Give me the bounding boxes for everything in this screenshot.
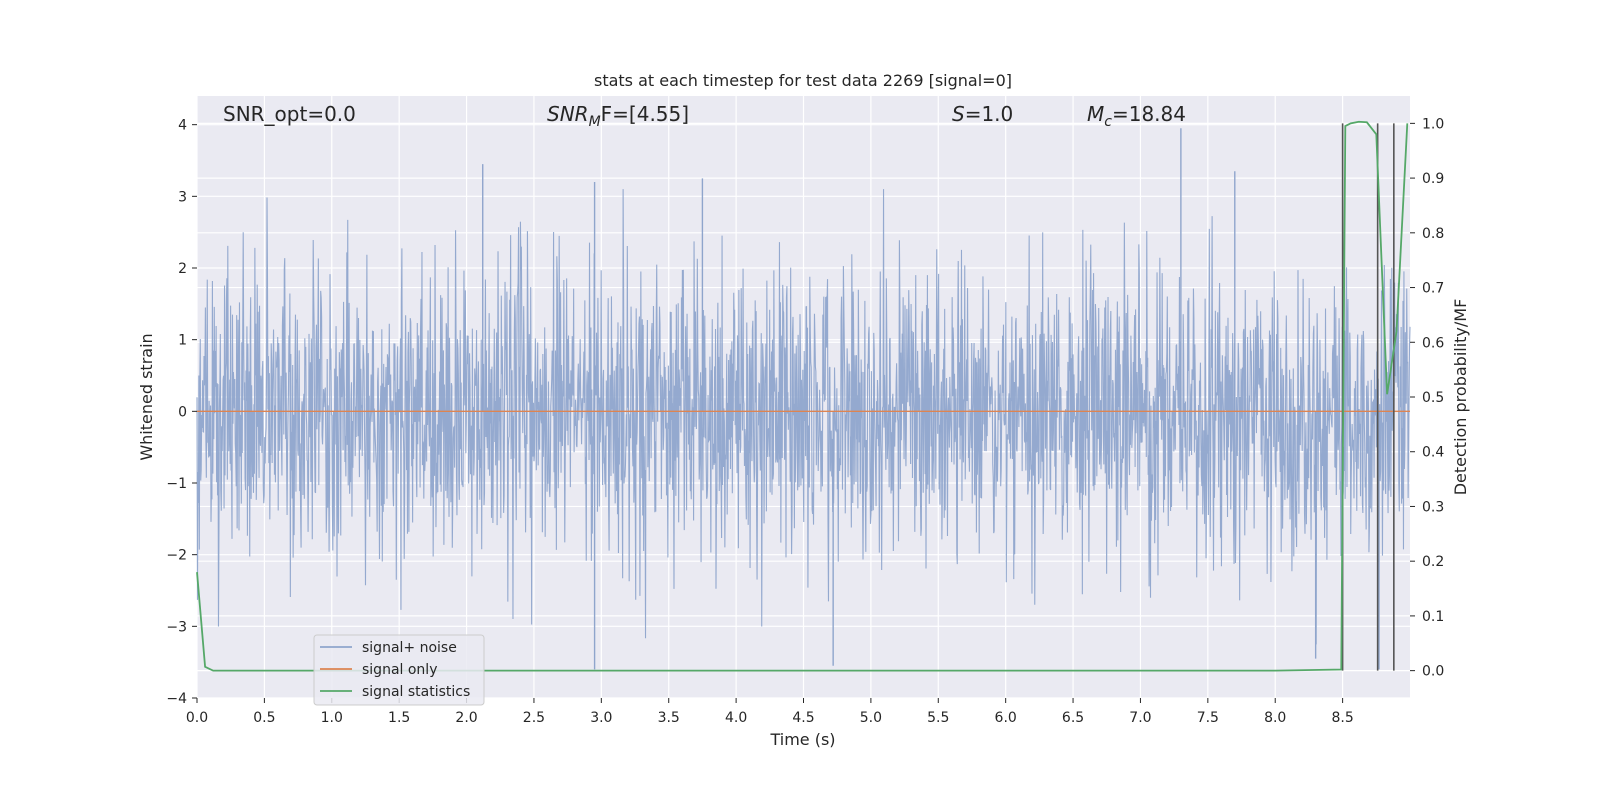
x-tick-label-15: 7.5 [1197, 710, 1219, 726]
y-tick-label-3: 1 [178, 333, 187, 349]
x-tick-label-10: 5.0 [860, 710, 882, 726]
y2-tick-label-8: 0.2 [1422, 554, 1444, 570]
annotation-s-rest: =1.0 [965, 102, 1014, 126]
annotation-snr-mf-rest: F=[4.55] [601, 102, 689, 126]
series-noise-path [196, 189, 1411, 645]
x-tick-label-9: 4.5 [792, 710, 814, 726]
annotation-mc: Mc=18.84 [1087, 102, 1186, 130]
series-signal-noise [196, 128, 1411, 670]
y-tick-label-2: 2 [178, 261, 187, 277]
y2-tick-label-3: 0.7 [1422, 281, 1444, 297]
y2-tick-label-2: 0.8 [1422, 226, 1444, 242]
y-tick-label-1: 3 [178, 189, 187, 205]
annotation-snr-opt: SNR_opt=0.0 [223, 102, 356, 126]
y2-tick-label-9: 0.1 [1422, 609, 1444, 625]
x-tick-label-4: 2.0 [455, 710, 477, 726]
x-tick-label-2: 1.0 [321, 710, 343, 726]
annotation-mc-sub: c [1104, 114, 1112, 130]
y-tick-label-7: −3 [166, 619, 187, 635]
annotation-snr-mf-sub: M [589, 114, 601, 130]
annotation-snr-mf-main: SNR [547, 102, 589, 126]
x-tick-label-3: 1.5 [388, 710, 410, 726]
annotation-mc-main: M [1087, 102, 1104, 126]
x-tick-label-7: 3.5 [658, 710, 680, 726]
legend-label-stats: signal statistics [362, 684, 470, 700]
annotation-s-main: S [952, 102, 965, 126]
x-tick-label-0: 0.0 [186, 710, 208, 726]
y2-tick-label-4: 0.6 [1422, 335, 1444, 351]
y-tick-label-0: 4 [178, 118, 187, 134]
x-tick-label-8: 4.0 [725, 710, 747, 726]
legend-label-signal: signal only [362, 662, 437, 678]
series-stats-path [196, 120, 1409, 672]
legend-label-noise: signal+ noise [362, 640, 457, 656]
annotation-mc-rest: =18.84 [1112, 102, 1186, 126]
y2-tick-label-1: 0.9 [1422, 171, 1444, 187]
y2-tick-label-7: 0.3 [1422, 499, 1444, 515]
x-tick-label-17: 8.5 [1331, 710, 1353, 726]
y-tick-label-6: −2 [166, 548, 187, 564]
x-tick-label-12: 6.0 [995, 710, 1017, 726]
y-tick-label-8: −4 [166, 691, 187, 707]
y2-tick-label-6: 0.4 [1422, 445, 1444, 461]
x-tick-labels: 0.0 0.5 1.0 1.5 2.0 2.5 3.0 3.5 4.0 4.5 5.0 5.5 6.0 6… [186, 698, 1354, 726]
legend: signal+ noise signal only signal statist… [313, 634, 485, 706]
y2-tick-labels: 1.0 0.9 0.8 0.7 0.6 0.5 0.4 0.3 0.2 0.1 0.0 [1410, 116, 1444, 680]
x-tick-label-13: 6.5 [1062, 710, 1084, 726]
y2-tick-label-10: 0.0 [1422, 664, 1444, 680]
y2-tick-label-0: 1.0 [1422, 116, 1444, 132]
y-axis-label: Whitened strain [137, 333, 156, 460]
x-axis-label: Time (s) [769, 730, 835, 749]
series-signal-statistics [196, 120, 1409, 672]
y-tick-label-5: −1 [166, 476, 187, 492]
y-tick-label-4: 0 [178, 404, 187, 420]
x-tick-label-5: 2.5 [523, 710, 545, 726]
x-tick-label-16: 8.0 [1264, 710, 1286, 726]
x-tick-label-14: 7.0 [1129, 710, 1151, 726]
annotation-snr-mf: SNRMF=[4.55] [547, 102, 689, 130]
chart-title: stats at each timestep for test data 226… [594, 71, 1012, 90]
legend-box [313, 634, 485, 706]
x-tick-label-11: 5.5 [927, 710, 949, 726]
annotation-s: S=1.0 [952, 102, 1013, 126]
y2-tick-label-5: 0.5 [1422, 390, 1444, 406]
y2-axis-label: Detection probability/MF [1451, 299, 1470, 496]
y-tick-labels: 4 3 2 1 0 −1 −2 −3 −4 [166, 118, 197, 707]
x-tick-label-6: 3.0 [590, 710, 612, 726]
x-tick-label-1: 0.5 [253, 710, 275, 726]
